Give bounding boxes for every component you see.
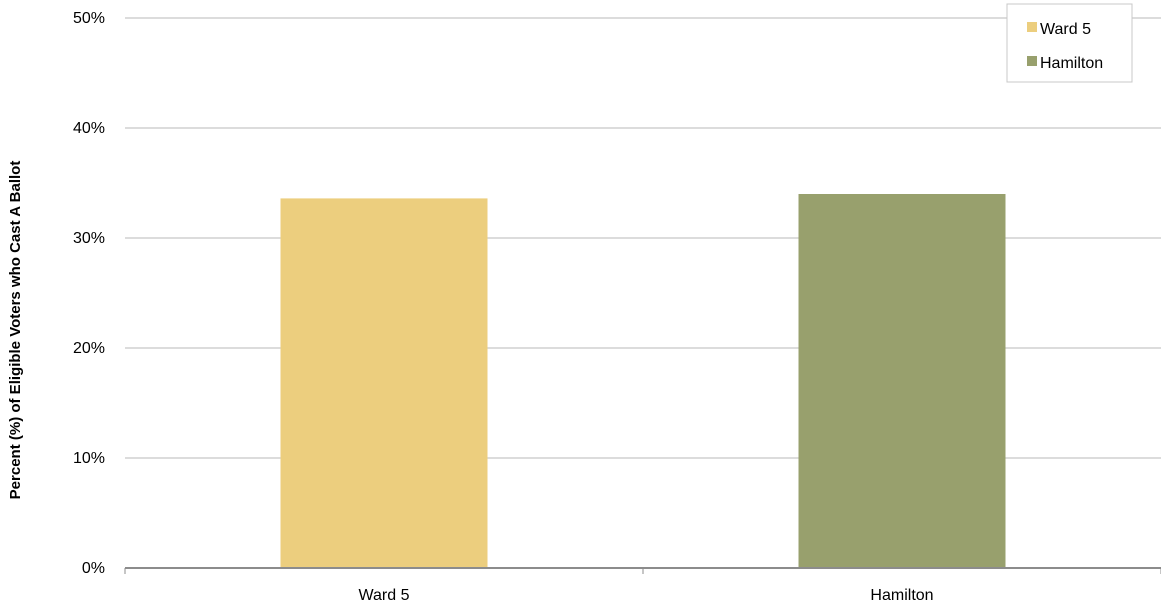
y-tick-label: 0% xyxy=(82,560,105,577)
y-axis-label: Percent (%) of Eligible Voters who Cast … xyxy=(7,161,24,500)
x-tick-label: Ward 5 xyxy=(359,587,410,604)
legend-swatch xyxy=(1027,22,1037,32)
y-tick-label: 10% xyxy=(73,450,105,467)
legend: Ward 5 Hamilton xyxy=(1006,3,1133,83)
legend-swatch xyxy=(1027,56,1037,66)
y-tick-label: 50% xyxy=(73,10,105,27)
y-tick-label: 20% xyxy=(73,340,105,357)
x-tick-label: Hamilton xyxy=(870,587,933,604)
bar-ward-5 xyxy=(280,198,488,568)
legend-label: Ward 5 xyxy=(1040,21,1091,38)
x-axis-ticks: Ward 5 Hamilton xyxy=(359,587,934,604)
y-tick-label: 30% xyxy=(73,230,105,247)
bars xyxy=(280,194,1006,568)
bar-hamilton xyxy=(798,194,1006,568)
legend-label: Hamilton xyxy=(1040,55,1103,72)
y-axis-ticks: 0% 10% 20% 30% 40% 50% xyxy=(73,10,105,577)
y-tick-label: 40% xyxy=(73,120,105,137)
gridlines xyxy=(125,17,1161,459)
x-axis xyxy=(124,567,1161,574)
legend-box xyxy=(1006,3,1133,83)
